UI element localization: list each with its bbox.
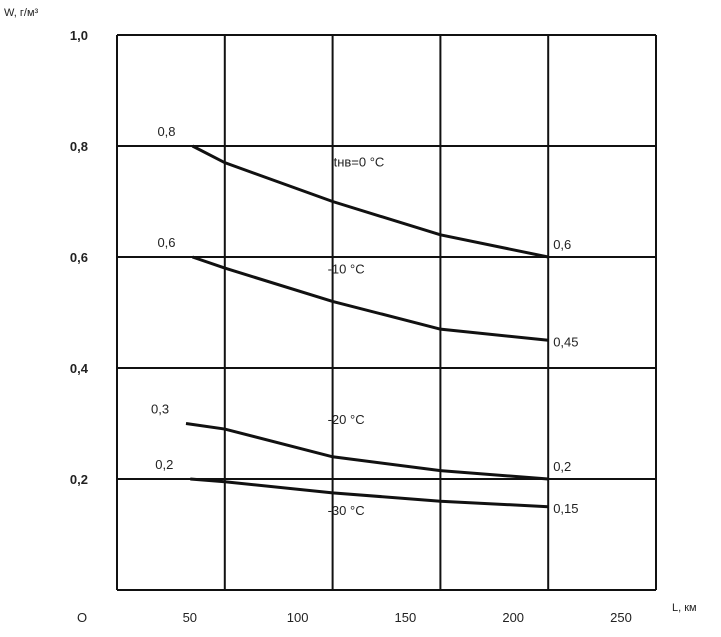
x-axis-label: L, км [672, 602, 697, 614]
y-tick-label: 0,2 [70, 472, 88, 487]
x-tick-label: 100 [287, 610, 309, 625]
y-tick-label: 0,6 [70, 250, 88, 265]
series-start-label: 0,8 [157, 124, 175, 139]
grid [116, 34, 657, 591]
series-end-label: 0,45 [553, 334, 578, 349]
series-group: 0,8 0,6 tнв=0 °C 0,6 0,45 -10 °C 0,3 0,2 -20 °C 0… [151, 124, 579, 518]
x-tick-label: 250 [610, 610, 632, 625]
x-tick-label: O [77, 610, 87, 625]
x-tick-label: 50 [183, 610, 197, 625]
series-start-label: 0,2 [155, 457, 173, 472]
series-end-label: 0,6 [553, 237, 571, 252]
series-start-label: 0,6 [157, 235, 175, 250]
series-line [190, 477, 549, 509]
series-line [191, 255, 549, 342]
series-name-label: tнв=0 °C [334, 155, 385, 170]
x-tick-label: 150 [395, 610, 417, 625]
y-axis-label: W, г/м³ [4, 7, 39, 19]
series-end-label: 0,2 [553, 459, 571, 474]
series-end-label: 0,15 [553, 501, 578, 516]
series-line [191, 144, 549, 259]
series-name-label: -10 °C [328, 261, 365, 276]
y-tick-label: 0,4 [70, 361, 89, 376]
series-start-label: 0,3 [151, 402, 169, 417]
series-line [185, 422, 549, 481]
series-name-label: -20 °C [328, 412, 365, 427]
tick-labels: O 50 100 150 200 250 0,2 0,4 0,6 0,8 1,0 [70, 28, 632, 625]
y-tick-label: 1,0 [70, 28, 88, 43]
series-name-label: -30 °C [328, 503, 365, 518]
y-tick-label: 0,8 [70, 139, 88, 154]
x-tick-label: 200 [502, 610, 524, 625]
